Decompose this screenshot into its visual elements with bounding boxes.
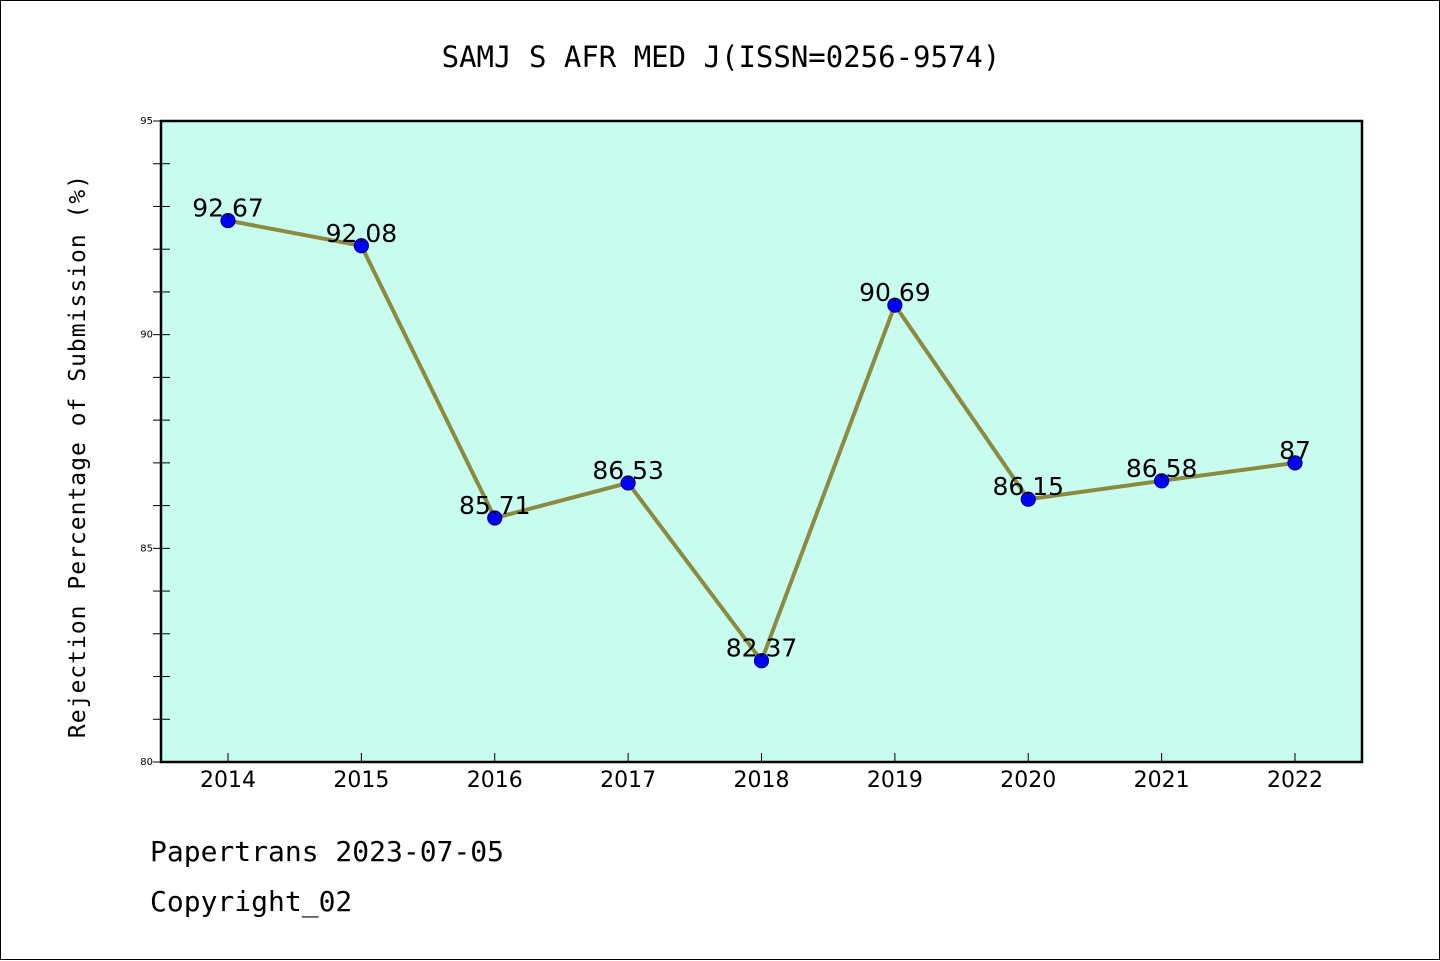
footer-copyright: Copyright_02 xyxy=(150,885,353,918)
data-point xyxy=(1287,455,1303,471)
data-label: 86.15 xyxy=(992,472,1064,501)
data-label: 87 xyxy=(1279,436,1311,465)
x-tick-label: 2022 xyxy=(1267,768,1323,793)
x-tick-label: 2014 xyxy=(200,768,256,793)
data-point xyxy=(487,510,503,526)
y-axis-ticks: 80 85 90 95 xyxy=(140,116,170,768)
x-tick-label: 2020 xyxy=(1000,768,1056,793)
data-label: 82.37 xyxy=(726,634,798,663)
data-label: 85.71 xyxy=(459,491,531,520)
data-point xyxy=(353,238,369,254)
data-label: 90.69 xyxy=(859,278,931,307)
data-labels: 92.67 92.08 85.71 86.53 82.37 90.69 86.15 86.58… xyxy=(192,194,1311,663)
chart-title: SAMJ S AFR MED J(ISSN=0256-9574) xyxy=(442,40,1001,74)
x-tick-label: 2021 xyxy=(1134,768,1190,793)
y-tick-label: 95 xyxy=(140,116,153,127)
x-tick-label: 2018 xyxy=(734,768,790,793)
data-label: 86.53 xyxy=(592,456,664,485)
data-point xyxy=(1020,491,1036,507)
y-tick-label: 85 xyxy=(140,543,153,554)
data-point xyxy=(887,297,903,313)
data-points xyxy=(220,212,1303,669)
data-point xyxy=(220,212,236,229)
data-label: 86.58 xyxy=(1126,454,1198,483)
x-tick-label: 2019 xyxy=(867,768,923,793)
y-axis-label: Rejection Percentage of Submission (%) xyxy=(65,174,91,738)
x-axis-ticks: 2014 2015 2016 2017 2018 2019 2020 2021 2022 xyxy=(200,753,1323,793)
y-tick-label: 80 xyxy=(140,757,153,768)
data-point xyxy=(620,475,636,491)
data-point xyxy=(753,653,770,669)
y-tick-label: 90 xyxy=(140,330,153,341)
data-label: 92.08 xyxy=(326,219,398,248)
x-tick-label: 2015 xyxy=(333,768,389,793)
data-point xyxy=(1154,473,1170,489)
x-tick-label: 2016 xyxy=(467,768,523,793)
data-label: 92.67 xyxy=(192,194,264,223)
x-tick-label: 2017 xyxy=(600,768,656,793)
footer-date: Papertrans 2023-07-05 xyxy=(150,835,505,868)
